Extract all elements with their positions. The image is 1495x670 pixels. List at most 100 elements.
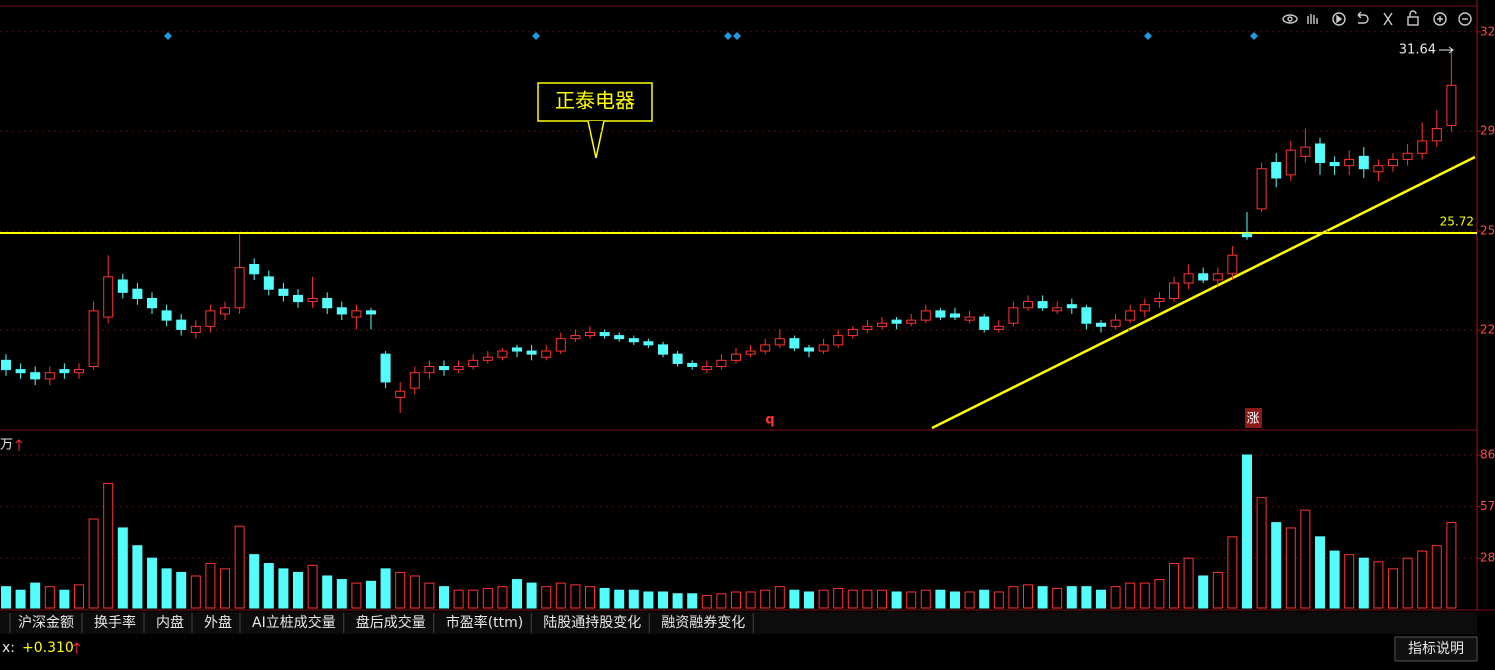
max-price-arrow bbox=[1439, 46, 1454, 54]
volume-bar bbox=[585, 586, 595, 609]
tab-label[interactable]: 沪深金额 bbox=[18, 615, 74, 631]
volume-bar bbox=[1300, 509, 1311, 609]
annotation: 正泰电器 bbox=[537, 82, 653, 159]
volume-bar bbox=[614, 589, 625, 609]
volume-bar bbox=[847, 589, 858, 609]
candle-body bbox=[570, 335, 581, 340]
tab-label[interactable]: 融资融券变化 bbox=[661, 615, 745, 631]
volume-bar bbox=[1431, 545, 1442, 609]
volume-bar bbox=[906, 591, 917, 609]
candle-body bbox=[220, 307, 230, 315]
candle-body bbox=[643, 341, 654, 346]
toolbar[interactable] bbox=[1282, 10, 1472, 26]
volume-bar bbox=[570, 584, 581, 609]
candle-body bbox=[1373, 165, 1384, 173]
candle-body bbox=[1315, 143, 1325, 164]
candle-body bbox=[760, 344, 771, 352]
candle-body bbox=[555, 338, 566, 352]
tab-label[interactable]: AI立桩成交量 bbox=[252, 614, 336, 631]
tab-label[interactable]: 陆股通持股变化 bbox=[543, 615, 641, 631]
volume-bar bbox=[1023, 584, 1033, 609]
candle-body bbox=[1198, 273, 1209, 281]
candle-body bbox=[1125, 310, 1136, 321]
candle-body bbox=[628, 338, 639, 343]
candle-body bbox=[1052, 307, 1063, 312]
volume-bar bbox=[1446, 522, 1457, 609]
tab-label[interactable]: 换手率 bbox=[94, 614, 136, 631]
candle-body bbox=[1154, 298, 1165, 303]
volume-bar bbox=[366, 580, 376, 609]
volume-bar bbox=[1066, 586, 1077, 609]
candle-body bbox=[278, 288, 289, 296]
volume-bar bbox=[1096, 589, 1106, 609]
tab-label[interactable]: 市盈率(ttm) bbox=[446, 614, 524, 631]
candle-body bbox=[1212, 273, 1223, 281]
help-button-label[interactable]: 指标说明 bbox=[1408, 641, 1464, 657]
candle-body bbox=[74, 369, 84, 374]
candle-body bbox=[847, 328, 858, 337]
volume-bar bbox=[935, 589, 946, 609]
tab-label[interactable]: 盘后成交量 bbox=[356, 614, 426, 631]
help-button[interactable] bbox=[1394, 636, 1478, 662]
candle-body bbox=[409, 372, 420, 389]
volume-bar bbox=[117, 527, 128, 609]
candle-body bbox=[1431, 128, 1442, 142]
volume-bar bbox=[672, 593, 683, 609]
candle-body bbox=[293, 294, 303, 303]
y-tick-label: 22 bbox=[1480, 323, 1495, 337]
max-price-label: 31.64 bbox=[1399, 43, 1436, 58]
volume-bar bbox=[409, 575, 420, 609]
volume-bar bbox=[190, 575, 201, 609]
candle-body bbox=[993, 325, 1004, 330]
volume-bar bbox=[1052, 587, 1063, 609]
volume-bar bbox=[278, 568, 289, 609]
volume-bar bbox=[731, 591, 741, 609]
candle-body bbox=[1139, 304, 1150, 312]
candle-body bbox=[263, 276, 274, 290]
volume-bar bbox=[920, 589, 931, 609]
volume-bar bbox=[497, 586, 508, 609]
candle-body bbox=[1417, 140, 1428, 154]
candle-body bbox=[1037, 301, 1048, 309]
unit-label: 万 bbox=[0, 438, 13, 453]
candle-body bbox=[745, 350, 756, 355]
candle-body bbox=[1446, 84, 1457, 126]
candle-body bbox=[307, 298, 318, 303]
tab-label[interactable]: 内盘 bbox=[156, 614, 184, 631]
candle-body bbox=[395, 390, 406, 398]
volume-bar bbox=[1154, 579, 1165, 609]
volume-bar bbox=[1037, 586, 1048, 609]
volume-bar bbox=[862, 589, 873, 609]
volume-bar bbox=[1125, 582, 1136, 609]
candle-body bbox=[1110, 319, 1121, 327]
tab-label[interactable]: 外盘 bbox=[204, 614, 232, 631]
volume-bar bbox=[993, 591, 1004, 609]
volume-bar bbox=[1285, 527, 1296, 609]
volume-bar bbox=[161, 568, 172, 609]
footer-value: +0.310 bbox=[22, 640, 74, 656]
candle-body bbox=[818, 344, 829, 352]
candle-body bbox=[176, 319, 187, 330]
candle-body bbox=[731, 353, 741, 361]
annotation-text: 正泰电器 bbox=[555, 89, 635, 113]
volume-bar bbox=[1271, 522, 1282, 609]
volume-bar bbox=[1329, 550, 1340, 609]
volume-bar bbox=[234, 525, 245, 609]
candle-body bbox=[1008, 307, 1019, 324]
candle-body bbox=[1169, 282, 1179, 300]
candle-body bbox=[44, 372, 55, 380]
volume-bar bbox=[1373, 561, 1384, 609]
candle-body bbox=[1183, 273, 1194, 284]
volume-bar bbox=[701, 595, 712, 609]
candle-body bbox=[1358, 155, 1369, 170]
candle-body bbox=[541, 350, 552, 358]
candle-body bbox=[88, 310, 99, 367]
volume-bar bbox=[351, 582, 362, 609]
volume-bar bbox=[628, 589, 639, 609]
volume-bar bbox=[1008, 586, 1019, 609]
candle-body bbox=[234, 267, 245, 309]
candle-body bbox=[15, 369, 26, 374]
candle-body bbox=[132, 288, 143, 300]
volume-bar bbox=[59, 589, 70, 609]
volume-bar bbox=[336, 579, 347, 609]
